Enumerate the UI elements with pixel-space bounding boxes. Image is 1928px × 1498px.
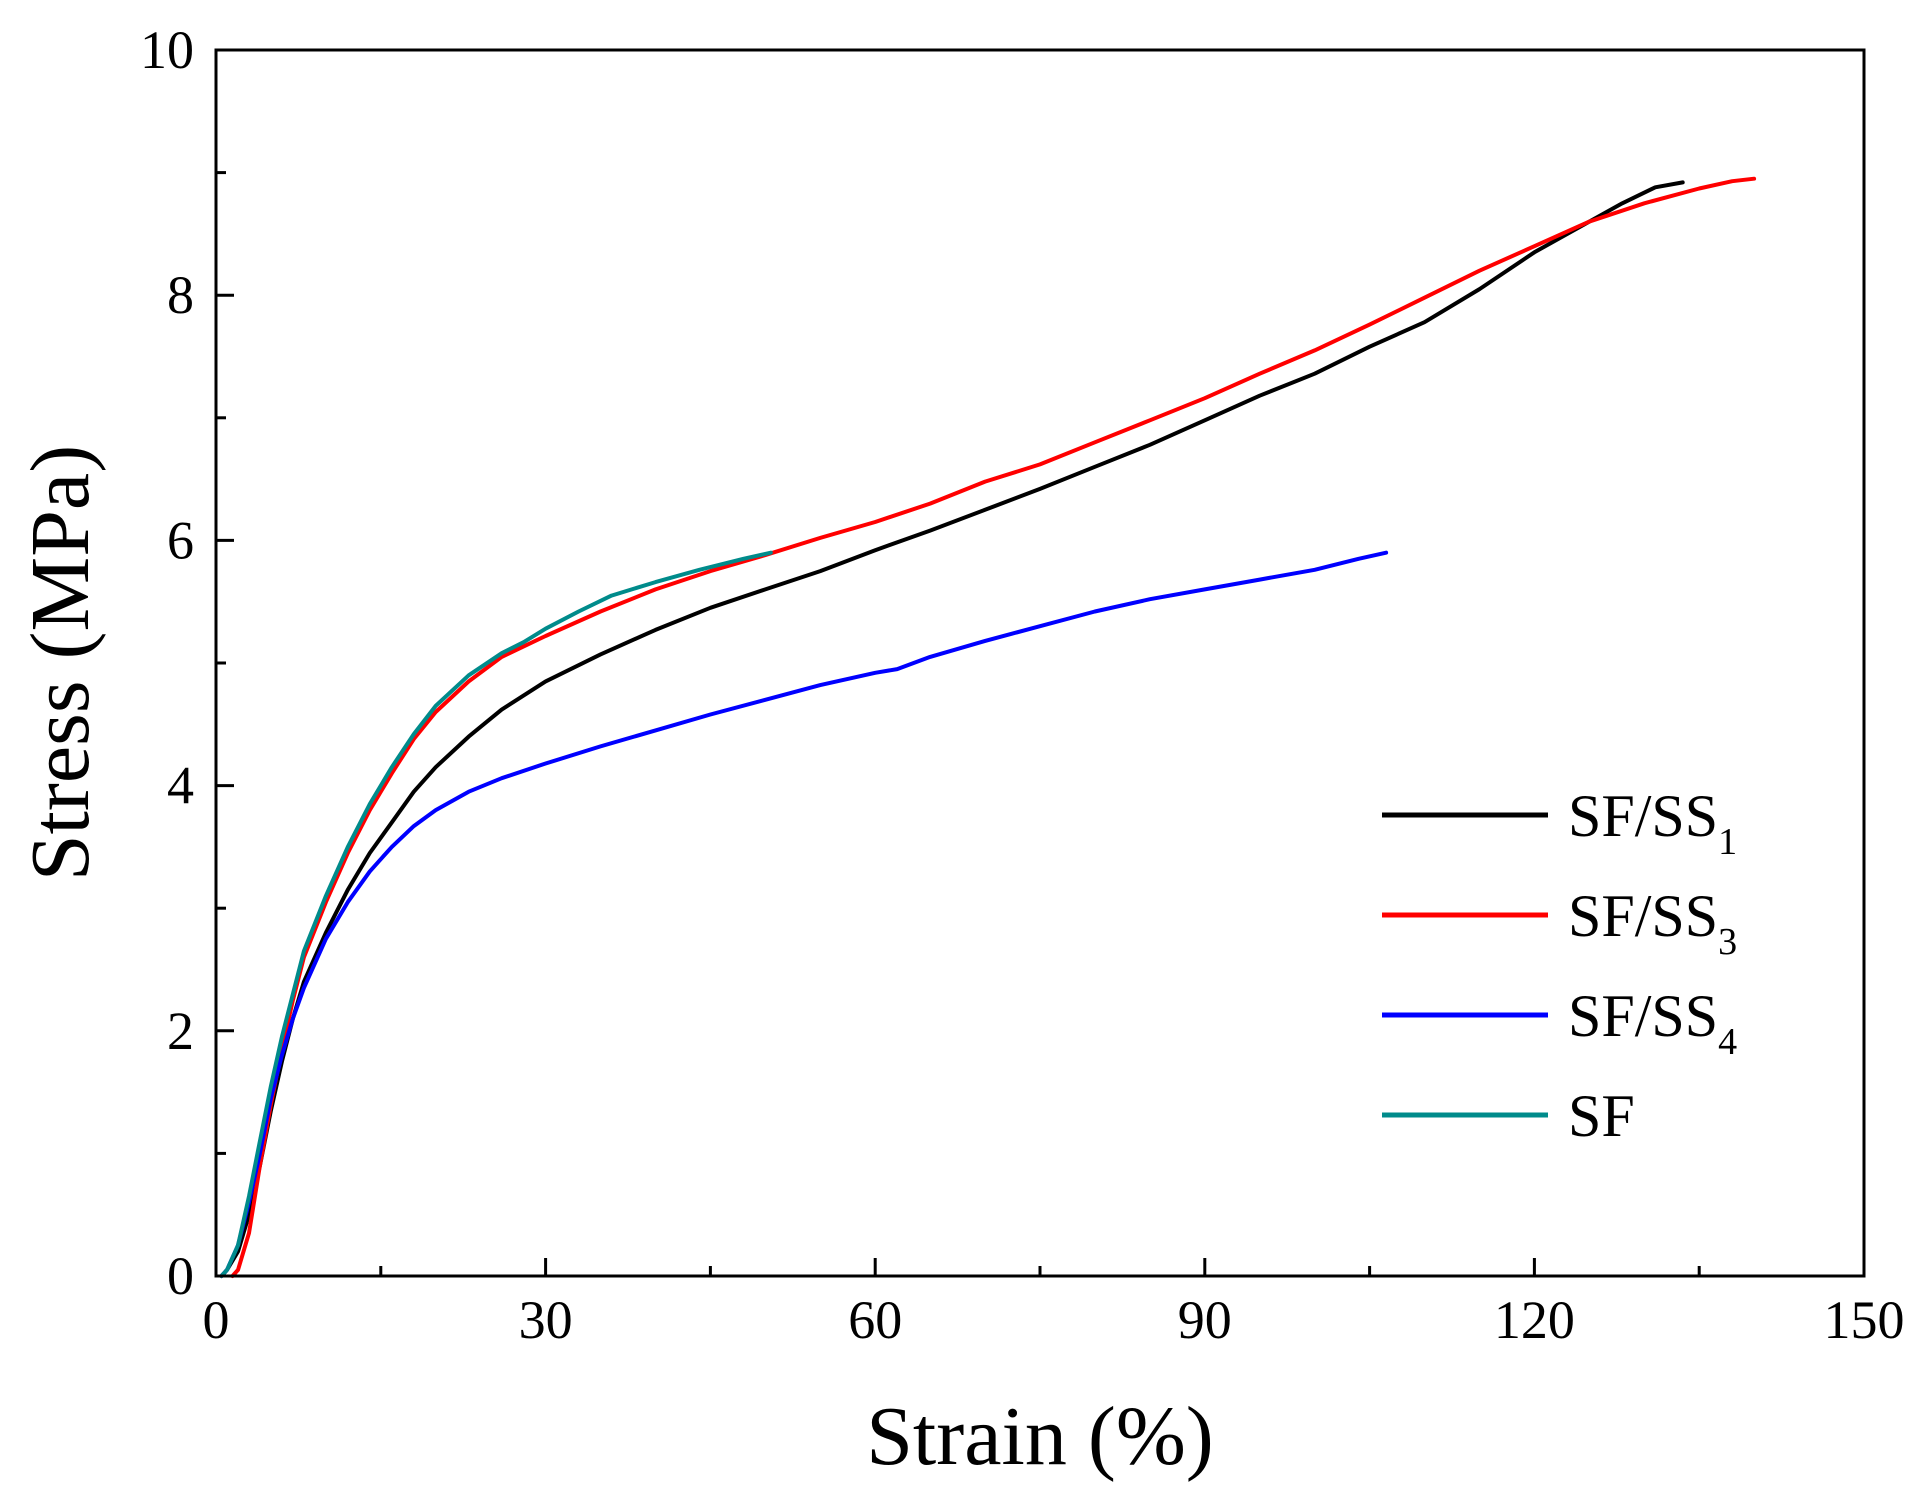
legend-item: SF bbox=[1382, 1083, 1635, 1149]
legend-label-subscript: 3 bbox=[1718, 921, 1737, 963]
series-line-sf-ss4 bbox=[219, 550, 1389, 1278]
legend-label-subscript: 4 bbox=[1718, 1021, 1737, 1063]
y-tick-label: 8 bbox=[167, 265, 194, 325]
series-line-sf bbox=[219, 550, 773, 1278]
legend-label: SF bbox=[1568, 1083, 1635, 1149]
series-line-sf-ss3 bbox=[230, 176, 1757, 1278]
y-tick-label: 0 bbox=[167, 1246, 194, 1306]
x-tick-label: 60 bbox=[848, 1290, 902, 1350]
series-line-sf-ss1 bbox=[219, 180, 1685, 1278]
legend: SF/SS1 SF/SS3 SF/SS4 SF bbox=[1382, 783, 1737, 1149]
legend-label: SF/SS3 bbox=[1568, 883, 1737, 963]
x-axis-title: Strain (%) bbox=[866, 1390, 1214, 1483]
ticks-layer: 0 30 60 90 120 150 0 2 4 6 8 10 bbox=[140, 20, 1905, 1350]
x-tick-label: 30 bbox=[519, 1290, 573, 1350]
legend-item: SF/SS3 bbox=[1382, 883, 1737, 963]
legend-item: SF/SS4 bbox=[1382, 983, 1737, 1063]
legend-label-subscript: 1 bbox=[1718, 821, 1737, 863]
legend-label: SF/SS4 bbox=[1568, 983, 1737, 1063]
x-tick-label: 90 bbox=[1178, 1290, 1232, 1350]
x-tick-label: 150 bbox=[1824, 1290, 1905, 1350]
y-tick-label: 6 bbox=[167, 510, 194, 570]
legend-item: SF/SS1 bbox=[1382, 783, 1737, 863]
series-layer bbox=[219, 176, 1757, 1278]
y-tick-label: 2 bbox=[167, 1001, 194, 1061]
x-tick-label: 120 bbox=[1494, 1290, 1575, 1350]
y-tick-label: 4 bbox=[167, 756, 194, 816]
x-tick-label: 0 bbox=[203, 1290, 230, 1350]
y-tick-label: 10 bbox=[140, 20, 194, 80]
y-axis-title: Stress (MPa) bbox=[14, 445, 107, 881]
legend-label: SF/SS1 bbox=[1568, 783, 1737, 863]
